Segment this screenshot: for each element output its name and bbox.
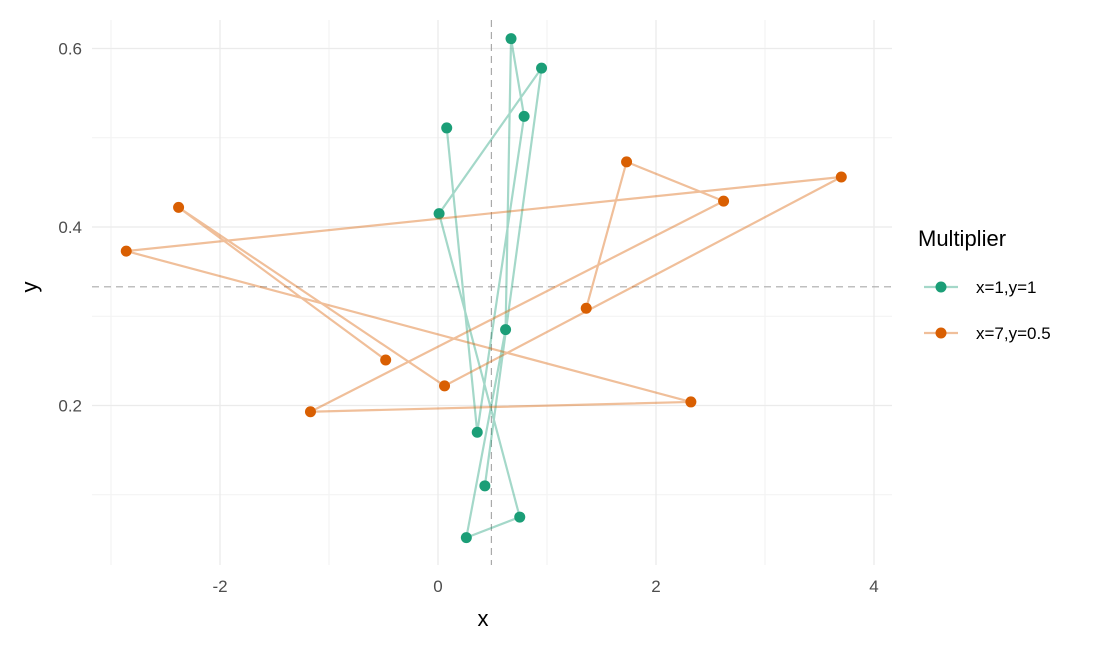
data-point: [505, 33, 517, 45]
legend-label: x=1,y=1: [976, 278, 1037, 297]
data-point: [433, 208, 445, 220]
data-point: [460, 532, 472, 544]
data-point: [514, 511, 526, 523]
legend-item: x=1,y=1: [924, 278, 1037, 297]
legend-label: x=7,y=0.5: [976, 324, 1051, 343]
legend-title: Multiplier: [918, 226, 1006, 251]
data-point: [120, 245, 132, 257]
legend-item: x=7,y=0.5: [924, 324, 1051, 343]
series-2: [120, 156, 847, 418]
data-point: [835, 171, 847, 183]
data-point: [173, 201, 185, 213]
series-line: [125, 160, 842, 413]
data-point: [471, 426, 483, 438]
data-point: [580, 302, 592, 314]
data-point: [518, 110, 530, 122]
data-point: [685, 396, 697, 408]
x-tick-label: 4: [869, 577, 878, 596]
x-tick-label: -2: [212, 577, 227, 596]
reference-lines: [92, 20, 892, 565]
series-1: [433, 33, 548, 544]
y-tick-label: 0.6: [58, 40, 82, 59]
data-point: [441, 122, 453, 134]
y-axis-label: y: [17, 282, 42, 293]
data-point: [479, 480, 491, 492]
data-point: [536, 62, 548, 74]
tick-labels: -2 0 2 4 0.2 0.4 0.6: [58, 40, 878, 597]
data-point: [380, 354, 392, 366]
legend-key-point: [935, 327, 947, 339]
x-tick-label: 0: [433, 577, 442, 596]
data-point: [621, 156, 633, 168]
grid: [92, 20, 892, 565]
data-point: [304, 406, 316, 418]
data-point: [718, 195, 730, 207]
legend: Multiplier x=1,y=1 x=7,y=0.5: [918, 226, 1051, 343]
data-point: [439, 380, 451, 392]
x-axis-label: x: [478, 606, 489, 631]
series-line: [437, 38, 543, 540]
series-layer: [120, 33, 847, 544]
x-tick-label: 2: [651, 577, 660, 596]
legend-key-point: [935, 281, 947, 293]
y-tick-label: 0.2: [58, 397, 82, 416]
data-point: [500, 324, 512, 336]
y-tick-label: 0.4: [58, 218, 82, 237]
